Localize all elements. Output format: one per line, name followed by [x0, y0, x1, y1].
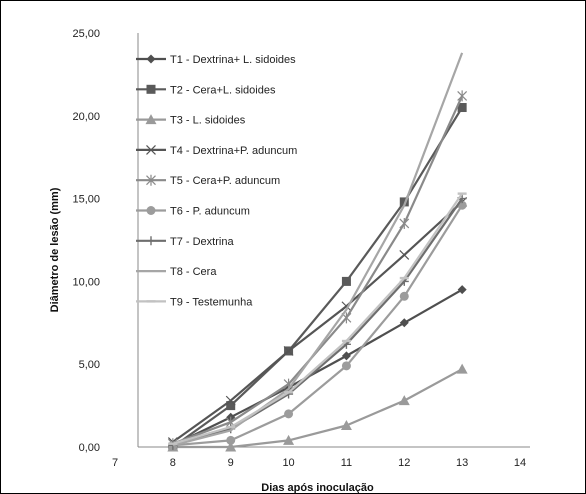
series-layer	[167, 52, 468, 452]
legend-item: T8 - Cera	[136, 266, 217, 278]
x-tick-label: 7	[112, 457, 118, 469]
data-point-diamond	[457, 285, 467, 295]
x-tick-label: 9	[228, 457, 234, 469]
data-point-triangle	[398, 395, 410, 406]
x-tick-label: 14	[514, 457, 526, 469]
data-point-x	[225, 395, 236, 406]
data-point-circle	[226, 435, 236, 445]
legend-label: T8 - Cera	[170, 266, 217, 278]
series-line	[172, 288, 463, 447]
legend-item: T5 - Cera+P. aduncum	[136, 174, 280, 187]
legend: T1 - Dextrina+ L. sidoides T2 - Cera+L. s…	[136, 54, 297, 308]
data-point-triangle	[340, 419, 352, 430]
series-line	[172, 192, 464, 445]
y-axis-label: Diâmetro de lesão (mm)	[49, 187, 61, 312]
series-line	[172, 204, 464, 447]
y-tick-label: 0,00	[79, 442, 100, 454]
data-point-diamond	[146, 54, 156, 64]
data-point-x	[146, 144, 156, 155]
y-tick-label: 20,00	[72, 111, 100, 123]
data-point-square	[399, 197, 409, 207]
data-point-circle	[146, 206, 156, 215]
legend-label: T3 - L. sidoides	[170, 115, 246, 127]
legend-label: T7 - Dextrina	[170, 236, 234, 248]
series-4	[167, 196, 468, 447]
data-point-circle	[341, 361, 351, 371]
data-point-star	[457, 90, 468, 102]
legend-label: T9 - Testemunha	[170, 296, 253, 308]
data-point-x	[283, 346, 294, 356]
legend-label: T5 - Cera+P. aduncum	[170, 175, 280, 187]
data-point-square	[226, 401, 236, 411]
data-point-circle	[284, 409, 294, 419]
legend-label: T1 - Dextrina+ L. sidoides	[170, 54, 296, 66]
legend-item: T9 - Testemunha	[136, 296, 253, 308]
series-7	[168, 194, 467, 450]
legend-item: T6 - P. aduncum	[136, 206, 250, 218]
data-point-plus	[146, 236, 156, 246]
data-point-star	[399, 217, 410, 229]
x-axis-label: Dias após inoculação	[261, 482, 374, 494]
series-line	[172, 106, 464, 448]
y-tick-label: 15,00	[72, 194, 100, 206]
legend-label: T4 - Dextrina+P. aduncum	[170, 145, 297, 157]
data-point-star	[146, 174, 156, 186]
series-3	[167, 363, 468, 452]
legend-item: T1 - Dextrina+ L. sidoides	[136, 54, 296, 66]
legend-item: T3 - L. sidoides	[136, 114, 246, 127]
series-8	[172, 52, 464, 447]
legend-item: T2 - Cera+L. sidoides	[136, 84, 276, 96]
legend-label: T2 - Cera+L. sidoides	[170, 84, 276, 96]
data-point-x	[399, 249, 410, 260]
legend-item: T4 - Dextrina+P. aduncum	[136, 145, 297, 157]
x-tick-label: 8	[170, 457, 176, 469]
y-axis: 0,00 5,00 10,00 15,00 20,00 25,00	[72, 28, 139, 454]
data-point-diamond	[399, 318, 409, 328]
data-point-diamond	[341, 351, 351, 361]
data-point-triangle	[145, 114, 157, 125]
data-point-triangle	[225, 441, 237, 452]
series-line	[172, 197, 464, 447]
x-tick-label: 13	[456, 457, 468, 469]
x-tick-label: 10	[282, 457, 294, 469]
data-point-triangle	[456, 363, 468, 374]
series-9	[168, 192, 467, 445]
data-point-triangle	[283, 434, 295, 445]
legend-item: T7 - Dextrina	[136, 236, 234, 248]
data-point-square	[341, 276, 351, 286]
data-point-square	[457, 103, 467, 113]
data-point-circle	[399, 291, 409, 301]
y-tick-label: 25,00	[72, 28, 100, 40]
data-point-square	[146, 84, 156, 94]
legend-label: T6 - P. aduncum	[170, 206, 250, 218]
x-tick-label: 11	[341, 457, 352, 469]
series-line	[172, 201, 463, 443]
series-line	[172, 52, 464, 447]
series-line	[172, 368, 463, 449]
x-tick-label: 12	[398, 457, 410, 469]
y-tick-label: 10,00	[72, 276, 100, 288]
y-tick-label: 5,00	[79, 359, 100, 371]
